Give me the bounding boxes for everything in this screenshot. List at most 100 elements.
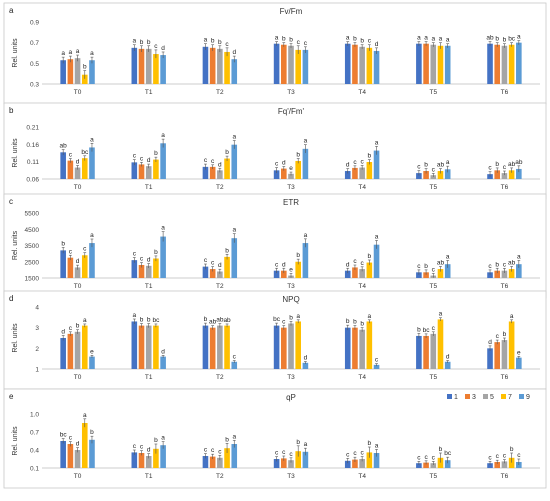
bar [295,451,301,468]
y-tick-label: 3500 [25,243,40,250]
x-tick-label: T3 [287,473,295,480]
significance-label: b [147,39,151,46]
bar [224,325,230,369]
significance-label: c [218,448,222,455]
bar [60,338,66,369]
significance-label: c [69,435,73,442]
y-tick-label: 1 [35,367,39,374]
significance-label: c [204,157,208,164]
significance-label: a [161,435,165,442]
legend-label: 9 [526,394,530,401]
significance-label: d [161,45,165,52]
significance-label: c [140,155,144,162]
significance-label: bc [423,327,431,334]
significance-label: c [304,40,308,47]
significance-label: b [204,316,208,323]
significance-label: c [417,164,421,171]
bar [224,256,230,278]
x-tick-label: T3 [287,89,295,96]
significance-label: c [69,248,73,255]
bar [373,50,380,84]
x-tick-label: T4 [358,283,366,290]
significance-label: c [432,166,436,173]
bar [437,457,444,468]
significance-label: a [375,233,379,240]
significance-label: c [154,43,158,50]
significance-label: a [446,253,450,260]
significance-label: e [289,165,293,172]
x-tick-label: T0 [74,89,82,96]
bar [224,158,230,179]
panel-letter: b [9,106,14,115]
significance-label: e [90,348,94,355]
x-tick-label: T3 [287,283,295,290]
x-tick-label: T6 [501,473,509,480]
significance-label: d [147,157,151,164]
bar [508,170,515,179]
bar [160,356,166,369]
bar [224,51,230,84]
significance-label: c [275,450,279,457]
significance-label: b [90,429,94,436]
significance-label: b [282,36,286,43]
bar [302,148,309,179]
legend-label: 3 [472,394,476,401]
panel-letter: a [9,6,14,15]
bar [60,441,66,468]
significance-label: e [517,349,521,356]
x-tick-label: T4 [358,184,366,191]
bar [153,258,159,278]
bar [74,267,81,278]
significance-label: a [232,227,236,234]
bar [217,170,223,179]
x-tick-label: T0 [74,283,82,290]
y-tick-label: 0.7 [30,40,39,47]
significance-label: a [232,433,236,440]
legend-swatch [465,394,470,399]
significance-label: b [360,38,364,45]
bar [359,269,365,278]
significance-label: c [289,451,293,458]
significance-label: c [133,443,137,450]
significance-label: c [432,454,436,461]
significance-label: bc [81,149,89,156]
bar [74,450,81,468]
bar [138,453,145,468]
significance-label: a [133,312,137,319]
bar [131,47,138,84]
significance-label: ab [515,159,523,166]
bar [359,329,365,369]
significance-label: b [289,314,293,321]
bar [487,272,493,278]
x-tick-label: T3 [287,374,295,381]
significance-label: b [368,440,372,447]
bar [352,459,358,468]
x-tick-label: T1 [145,374,153,381]
bar [373,150,380,179]
significance-label: b [495,261,499,268]
bar [145,325,152,369]
significance-label: b [61,240,65,247]
significance-label: a [90,136,94,143]
bar [288,323,294,369]
bar [516,168,522,179]
bar [508,269,515,278]
significance-label: c [282,449,286,456]
significance-label: c [282,319,286,326]
y-tick-label: 0.06 [26,177,39,184]
bar [487,43,493,84]
bar [423,462,429,468]
bar [423,171,429,179]
y-axis-label: Rel. units [12,38,19,68]
bar [352,167,358,179]
bar [217,457,223,468]
significance-label: a [83,412,87,419]
bar [217,48,223,84]
significance-label: a [368,313,372,320]
x-tick-label: T5 [429,184,437,191]
bar [60,250,66,278]
bar [67,160,74,179]
legend-label: 1 [454,394,458,401]
bar [281,270,287,278]
